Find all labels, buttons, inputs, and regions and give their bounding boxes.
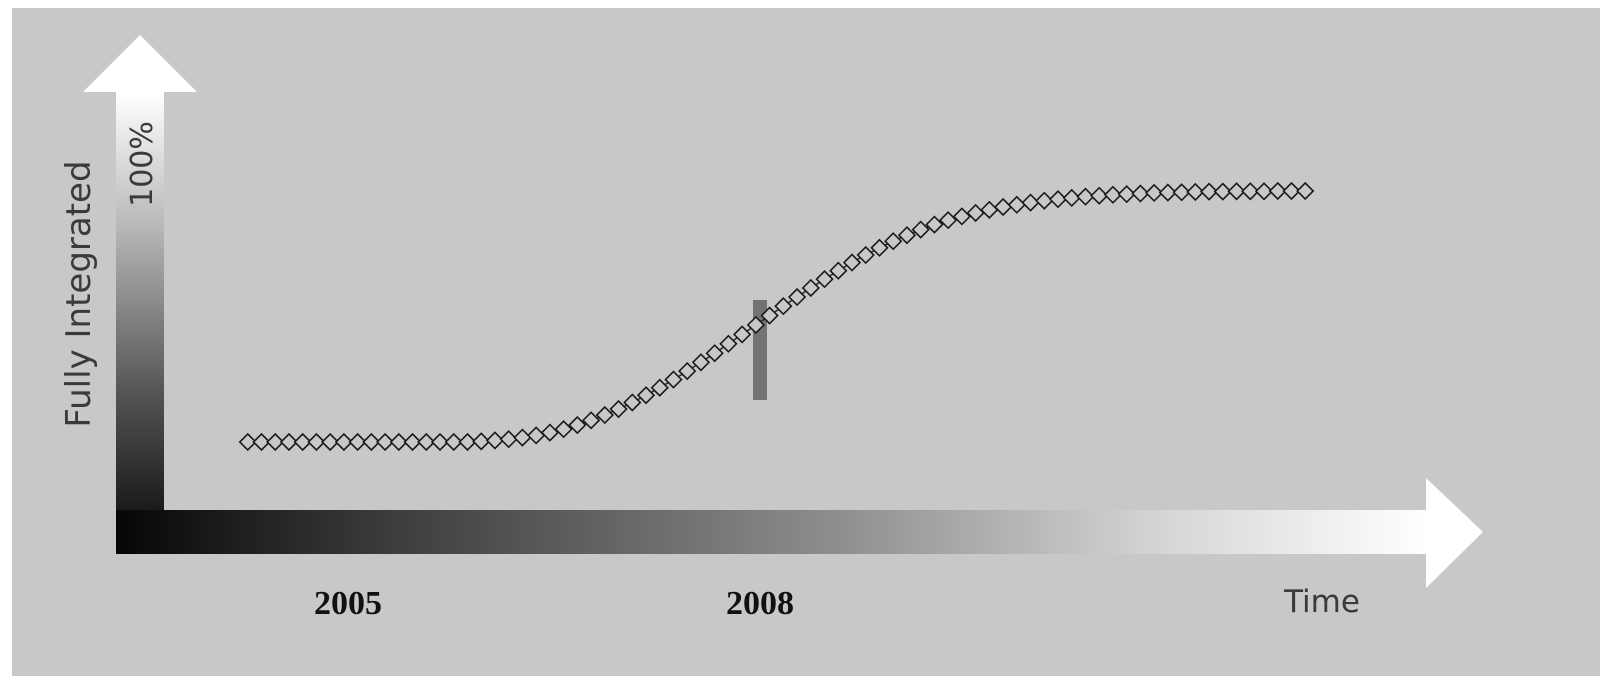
y-axis-arrow [83, 35, 197, 554]
data-point-marker [842, 253, 862, 272]
data-point-marker [1241, 182, 1260, 201]
data-point-marker [540, 423, 560, 442]
data-point-marker [1021, 193, 1040, 212]
data-point-marker [1158, 183, 1178, 202]
x-tick-label: 2005 [314, 585, 382, 622]
data-point-marker [623, 393, 642, 412]
data-point-marker [719, 334, 738, 353]
data-point-marker [815, 270, 834, 289]
data-point-marker [650, 378, 669, 397]
data-point-marker [801, 278, 820, 298]
data-point-marker [705, 344, 724, 363]
data-point-marker [636, 386, 656, 405]
chart-frame: Fully Integrated 100% Time 2005 2008 [12, 8, 1600, 676]
data-point-marker [389, 432, 408, 452]
data-point-marker [678, 361, 697, 381]
data-point-marker [884, 232, 903, 251]
data-point-marker [348, 432, 367, 452]
data-point-marker [1007, 195, 1026, 214]
data-point-marker [1035, 191, 1054, 210]
data-point-marker [238, 432, 257, 452]
data-point-marker [362, 432, 381, 452]
data-point-marker [1268, 181, 1287, 201]
x-tick-labels: 2005 2008 [314, 585, 794, 622]
data-point-marker [829, 261, 848, 280]
data-point-marker [444, 432, 463, 452]
data-point-marker [952, 207, 972, 226]
x-axis-arrow [116, 478, 1483, 588]
data-point-marker [375, 432, 395, 452]
data-point-marker [746, 315, 766, 335]
data-point-marker [664, 370, 683, 389]
data-point-marker [472, 432, 491, 451]
data-point-marker [1062, 188, 1081, 208]
data-point-marker [293, 432, 312, 452]
data-point-marker [485, 431, 505, 450]
data-point-marker [334, 432, 354, 452]
data-point-marker [760, 306, 779, 325]
data-point-marker [980, 200, 999, 219]
data-point-marker [581, 411, 601, 430]
data-point-marker [1213, 182, 1232, 201]
data-point-marker [266, 432, 285, 452]
x-tick-label: 2008 [726, 585, 794, 622]
data-point-marker [1048, 190, 1068, 209]
series-markers [238, 181, 1315, 452]
data-point-marker [733, 325, 752, 344]
data-point-marker [252, 432, 271, 452]
y-axis-label: Fully Integrated [59, 160, 99, 427]
data-point-marker [417, 432, 436, 452]
data-point-marker [897, 226, 917, 245]
data-point-marker [1186, 182, 1205, 202]
data-point-marker [403, 432, 422, 452]
data-point-marker [1172, 183, 1191, 202]
data-point-marker [321, 432, 340, 452]
data-point-marker [499, 430, 518, 449]
data-point-marker [1282, 181, 1301, 201]
data-point-marker [691, 353, 711, 372]
data-point-marker [939, 211, 958, 230]
data-point-marker [1076, 187, 1095, 206]
data-point-marker [1296, 181, 1315, 201]
data-point-marker [993, 197, 1013, 217]
data-point-marker [609, 399, 628, 419]
data-point-marker [279, 432, 299, 452]
data-point-marker [568, 415, 587, 435]
chart-canvas: Fully Integrated 100% Time 2005 2008 [59, 35, 1483, 622]
data-point-marker [856, 245, 875, 265]
data-point-marker [966, 203, 985, 223]
data-point-marker [307, 432, 326, 452]
data-point-marker [870, 238, 889, 257]
data-point-marker [458, 432, 477, 452]
data-point-marker [554, 420, 573, 439]
data-point-marker [1145, 183, 1164, 203]
data-point-marker [911, 220, 930, 239]
data-point-marker [1090, 186, 1109, 205]
data-point-marker [774, 297, 793, 316]
data-point-marker [1103, 185, 1123, 204]
data-point-marker [1254, 182, 1274, 201]
data-point-marker [787, 287, 807, 307]
data-point-marker [430, 432, 450, 452]
data-point-marker [925, 215, 944, 234]
y-max-label: 100% [125, 121, 160, 207]
data-point-marker [1117, 185, 1136, 204]
data-point-marker [1227, 182, 1246, 201]
x-axis-label: Time [1283, 584, 1360, 620]
data-point-marker [1199, 182, 1219, 201]
data-point-marker [1131, 184, 1150, 203]
data-point-marker [527, 426, 546, 445]
data-point-marker [513, 428, 532, 447]
data-point-marker [595, 405, 614, 425]
